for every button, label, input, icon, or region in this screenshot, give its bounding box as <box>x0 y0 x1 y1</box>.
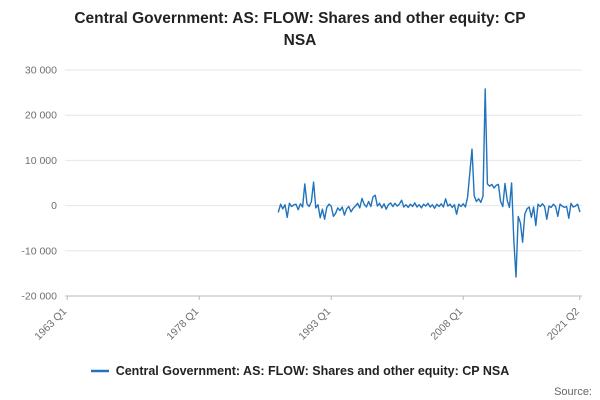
y-tick-label: -10 000 <box>21 245 57 257</box>
y-tick-label: 10 000 <box>25 155 57 167</box>
chart-title: Central Government: AS: FLOW: Shares and… <box>74 10 526 49</box>
plot-area: 30 000 20 000 10 000 0 -10 000 -20 000 1963 Q1… <box>21 65 582 343</box>
x-tick-label: 1963 Q1 <box>32 306 69 343</box>
y-tick-label: -20 000 <box>21 291 57 303</box>
y-tick-label: 30 000 <box>25 65 57 77</box>
source-label: Source: <box>554 386 592 398</box>
x-tick-label: 1978 Q1 <box>164 306 201 343</box>
x-tick-label: 2008 Q1 <box>428 306 465 343</box>
x-tick-label: 2021 Q2 <box>545 306 582 343</box>
y-tick-label: 20 000 <box>25 110 57 122</box>
y-tick-label: 0 <box>51 200 57 212</box>
x-tick-label: 1993 Q1 <box>296 306 333 343</box>
legend-label: Central Government: AS: FLOW: Shares and… <box>115 364 510 378</box>
line-series-icon <box>90 369 109 373</box>
legend[interactable]: Central Government: AS: FLOW: Shares and… <box>0 364 600 378</box>
series-line <box>277 88 581 278</box>
